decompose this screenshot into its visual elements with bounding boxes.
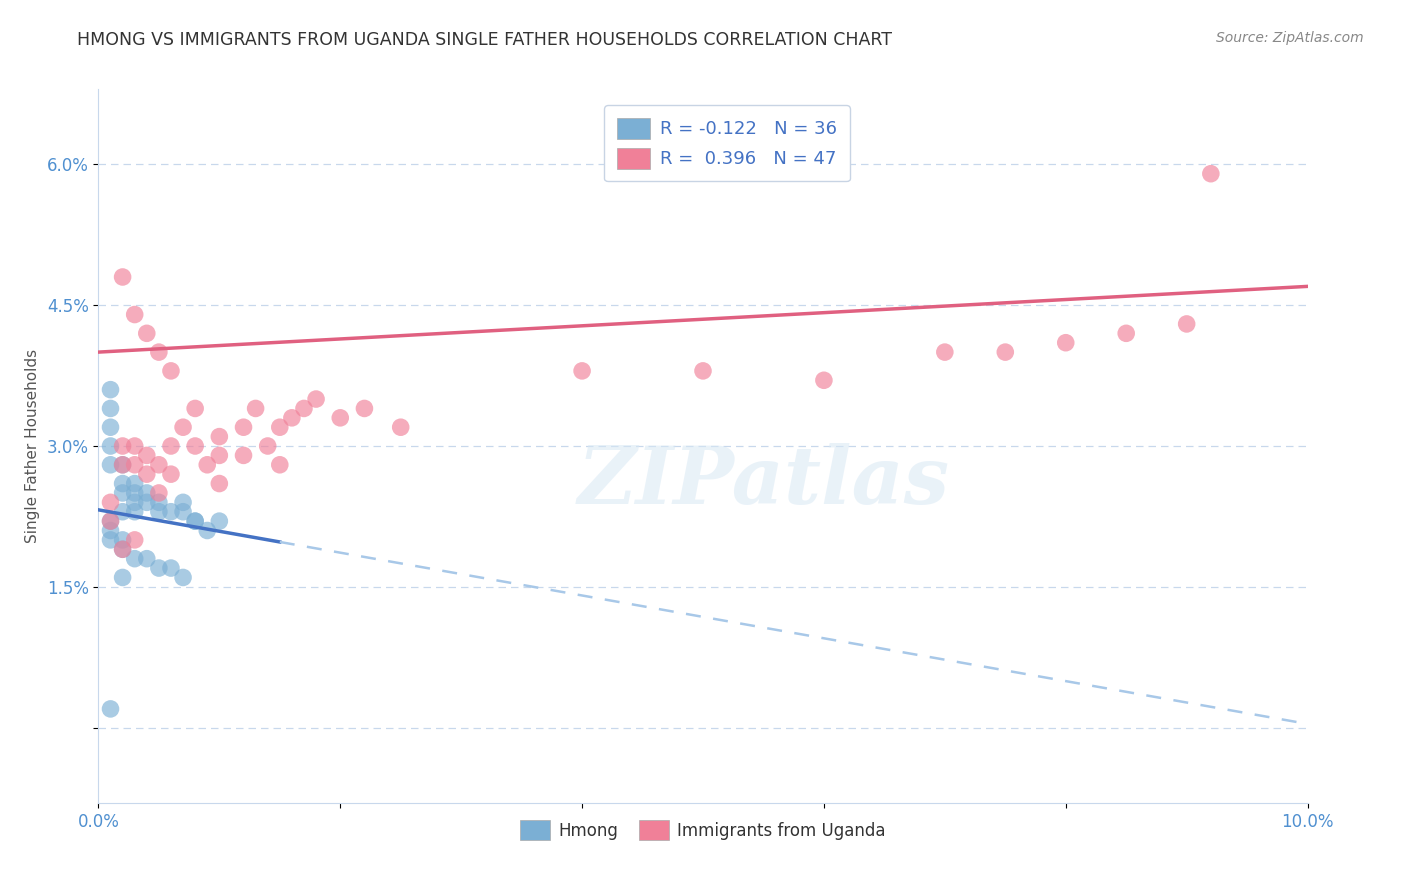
Point	[124, 439, 146, 453]
Point	[111, 505, 134, 519]
Point	[124, 308, 146, 322]
Point	[160, 561, 183, 575]
Point	[269, 458, 291, 472]
Point	[100, 420, 122, 434]
Point	[172, 495, 194, 509]
Text: Source: ZipAtlas.com: Source: ZipAtlas.com	[1216, 31, 1364, 45]
Point	[245, 401, 267, 416]
Point	[111, 542, 134, 557]
Point	[184, 439, 207, 453]
Point	[111, 542, 134, 557]
Point	[111, 476, 134, 491]
Point	[135, 467, 157, 482]
Point	[111, 270, 134, 285]
Point	[100, 514, 122, 528]
Point	[148, 495, 170, 509]
Point	[124, 458, 146, 472]
Text: ZIPatlas: ZIPatlas	[578, 443, 949, 520]
Point	[111, 458, 134, 472]
Point	[148, 345, 170, 359]
Point	[1054, 335, 1077, 350]
Point	[184, 514, 207, 528]
Point	[269, 420, 291, 434]
Point	[100, 702, 122, 716]
Point	[195, 458, 218, 472]
Point	[172, 570, 194, 584]
Point	[100, 533, 122, 547]
Point	[111, 439, 134, 453]
Point	[111, 533, 134, 547]
Point	[389, 420, 412, 434]
Point	[135, 551, 157, 566]
Point	[124, 533, 146, 547]
Point	[160, 364, 183, 378]
Point	[353, 401, 375, 416]
Point	[281, 410, 304, 425]
Point	[100, 401, 122, 416]
Point	[1175, 317, 1198, 331]
Point	[148, 486, 170, 500]
Point	[292, 401, 315, 416]
Point	[208, 429, 231, 443]
Point	[100, 383, 122, 397]
Point	[1115, 326, 1137, 341]
Legend: Hmong, Immigrants from Uganda: Hmong, Immigrants from Uganda	[512, 812, 894, 848]
Point	[160, 467, 183, 482]
Point	[111, 486, 134, 500]
Point	[148, 458, 170, 472]
Point	[148, 561, 170, 575]
Point	[100, 514, 122, 528]
Point	[100, 495, 122, 509]
Point	[208, 449, 231, 463]
Point	[195, 524, 218, 538]
Point	[813, 373, 835, 387]
Point	[256, 439, 278, 453]
Point	[172, 505, 194, 519]
Point	[124, 551, 146, 566]
Point	[232, 420, 254, 434]
Point	[148, 505, 170, 519]
Point	[160, 505, 183, 519]
Point	[934, 345, 956, 359]
Point	[994, 345, 1017, 359]
Point	[124, 495, 146, 509]
Point	[184, 514, 207, 528]
Point	[135, 326, 157, 341]
Point	[692, 364, 714, 378]
Y-axis label: Single Father Households: Single Father Households	[25, 349, 39, 543]
Point	[232, 449, 254, 463]
Point	[124, 486, 146, 500]
Text: HMONG VS IMMIGRANTS FROM UGANDA SINGLE FATHER HOUSEHOLDS CORRELATION CHART: HMONG VS IMMIGRANTS FROM UGANDA SINGLE F…	[77, 31, 893, 49]
Point	[329, 410, 352, 425]
Point	[111, 458, 134, 472]
Point	[305, 392, 328, 406]
Point	[184, 401, 207, 416]
Point	[208, 476, 231, 491]
Point	[135, 495, 157, 509]
Point	[124, 476, 146, 491]
Point	[135, 486, 157, 500]
Point	[1199, 167, 1222, 181]
Point	[100, 524, 122, 538]
Point	[160, 439, 183, 453]
Point	[571, 364, 593, 378]
Point	[100, 458, 122, 472]
Point	[208, 514, 231, 528]
Point	[124, 505, 146, 519]
Point	[172, 420, 194, 434]
Point	[135, 449, 157, 463]
Point	[100, 439, 122, 453]
Point	[111, 570, 134, 584]
